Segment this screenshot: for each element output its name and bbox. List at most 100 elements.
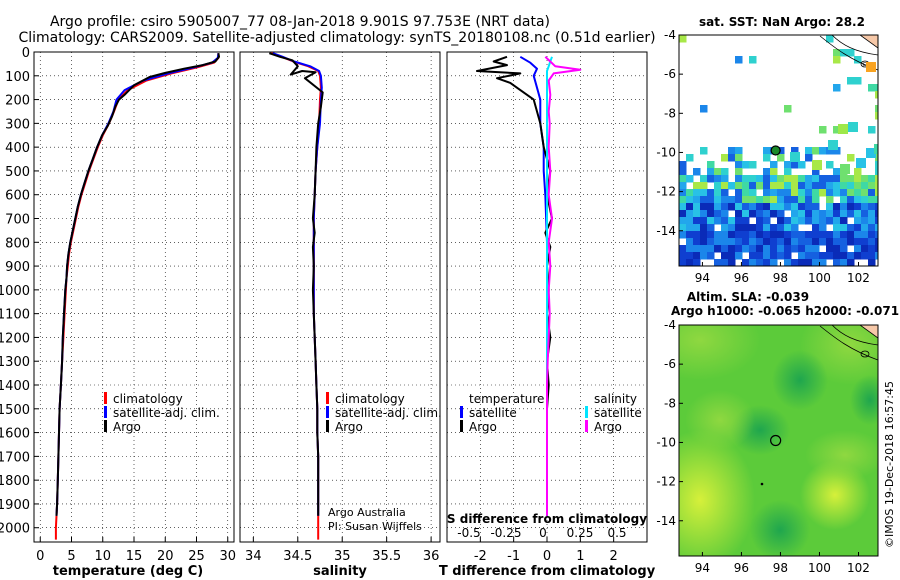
annotation-argo-australia: Argo Australia: [328, 506, 406, 519]
sst-cell: [868, 84, 876, 92]
sst-cell: [819, 259, 827, 266]
sst-cell: [826, 238, 834, 246]
sst-cell: [833, 245, 841, 253]
x-tick-label: 34.5: [283, 549, 312, 564]
sst-cell: [735, 147, 743, 155]
sst-cell: [686, 217, 694, 225]
sst-cell: [833, 231, 841, 239]
sst-cell: [763, 259, 771, 266]
sst-cell: [749, 245, 757, 253]
coast-line: [831, 35, 878, 56]
sst-cell: [805, 203, 813, 211]
sst-cell: [840, 189, 848, 197]
sst-cell: [714, 203, 722, 211]
sst-cell: [798, 161, 806, 169]
sst-cell: [791, 147, 799, 155]
sst-cell: [833, 175, 841, 183]
sst-cell: [777, 224, 785, 232]
sst-cell: [777, 203, 785, 211]
lon-tick-label: 96: [734, 561, 749, 575]
sst-cell: [735, 245, 743, 253]
sst-cell: [875, 231, 878, 239]
sst-cell: [763, 196, 771, 204]
sst-cell: [868, 217, 876, 225]
sst-cell: [798, 175, 806, 183]
sst-cell: [756, 259, 764, 266]
sst-cell: [693, 238, 701, 246]
temperature-lines: [54, 53, 220, 540]
sst-cell: [749, 189, 757, 197]
sst-cell: [714, 168, 722, 176]
sst-cell: [868, 245, 876, 253]
sst-cell: [714, 245, 722, 253]
sst-cell: [805, 175, 813, 183]
x-tick-label: 20: [157, 549, 174, 564]
sst-cell: [763, 189, 771, 197]
sst-cell: [847, 203, 855, 211]
sst-cell: [693, 182, 701, 190]
lon-tick-label: 100: [808, 271, 831, 285]
sst-cell: [770, 182, 778, 190]
sst-cell: [784, 175, 792, 183]
sla-blob: [850, 375, 878, 425]
sst-cell: [749, 175, 757, 183]
sst-cell: [770, 203, 778, 211]
sst-cell: [840, 203, 848, 211]
sst-cell: [679, 189, 687, 197]
sst-cell: [693, 245, 701, 253]
legend-marker-climatology: [326, 392, 329, 404]
sst-cell: [742, 231, 750, 239]
sst-cell: [812, 160, 822, 170]
difference-xlabel: T difference from climatology: [439, 564, 656, 579]
sst-cell: [763, 252, 771, 260]
sst-cell: [700, 245, 708, 253]
coast-line: [831, 325, 878, 346]
sst-cell: [840, 196, 848, 204]
y-tick-label: 1700: [0, 450, 30, 465]
sst-longitude-ticks: 94 96 98 100 102: [695, 262, 870, 285]
sst-cell: [819, 217, 827, 225]
sla-blob: [685, 390, 755, 450]
sst-cell: [742, 189, 750, 197]
x-tick-label: 25: [188, 549, 205, 564]
annotation-pi: PI: Susan Wijffels: [328, 520, 422, 533]
y-tick-label: 2000: [0, 522, 30, 537]
x-tick-label: 0: [36, 549, 44, 564]
sst-cell: [756, 210, 764, 218]
profile-location-marker: [770, 145, 781, 156]
sst-cell: [714, 182, 722, 190]
sst-cell: [791, 203, 799, 211]
sst-cell: [679, 217, 687, 225]
sst-cell: [861, 203, 869, 211]
lon-tick-label: 102: [847, 561, 870, 575]
sst-cell: [686, 224, 694, 232]
sst-cell: [756, 203, 764, 211]
sst-cell: [861, 175, 869, 183]
y-tick-label: 200: [5, 94, 30, 109]
sst-cell: [826, 182, 834, 190]
sst-cell: [742, 259, 750, 266]
sst-cell: [819, 224, 827, 232]
sst-cell: [777, 210, 785, 218]
sst-cell: [854, 231, 862, 239]
sst-cell: [812, 189, 820, 197]
sst-cell: [714, 231, 722, 239]
sst-cell: [791, 245, 799, 253]
y-tick-label: 100: [5, 70, 30, 85]
temperature-x-ticks: 0 5 10 15 20 25 30: [36, 537, 236, 564]
sst-cell: [791, 210, 799, 218]
sst-cell: [728, 154, 736, 162]
sst-cell: [777, 175, 785, 183]
sst-cell: [679, 168, 687, 176]
sst-cell: [770, 245, 778, 253]
sst-cell: [714, 196, 722, 204]
sst-cell: [714, 238, 722, 246]
title-line-2: Climatology: CARS2009. Satellite-adjuste…: [18, 30, 655, 46]
sst-cell: [742, 182, 750, 190]
sst-cell: [826, 196, 834, 204]
sst-cell: [735, 154, 743, 162]
sst-cell: [742, 203, 750, 211]
sst-cell: [686, 189, 694, 197]
sst-cell: [812, 147, 820, 155]
legend-marker-climatology: [104, 392, 107, 404]
